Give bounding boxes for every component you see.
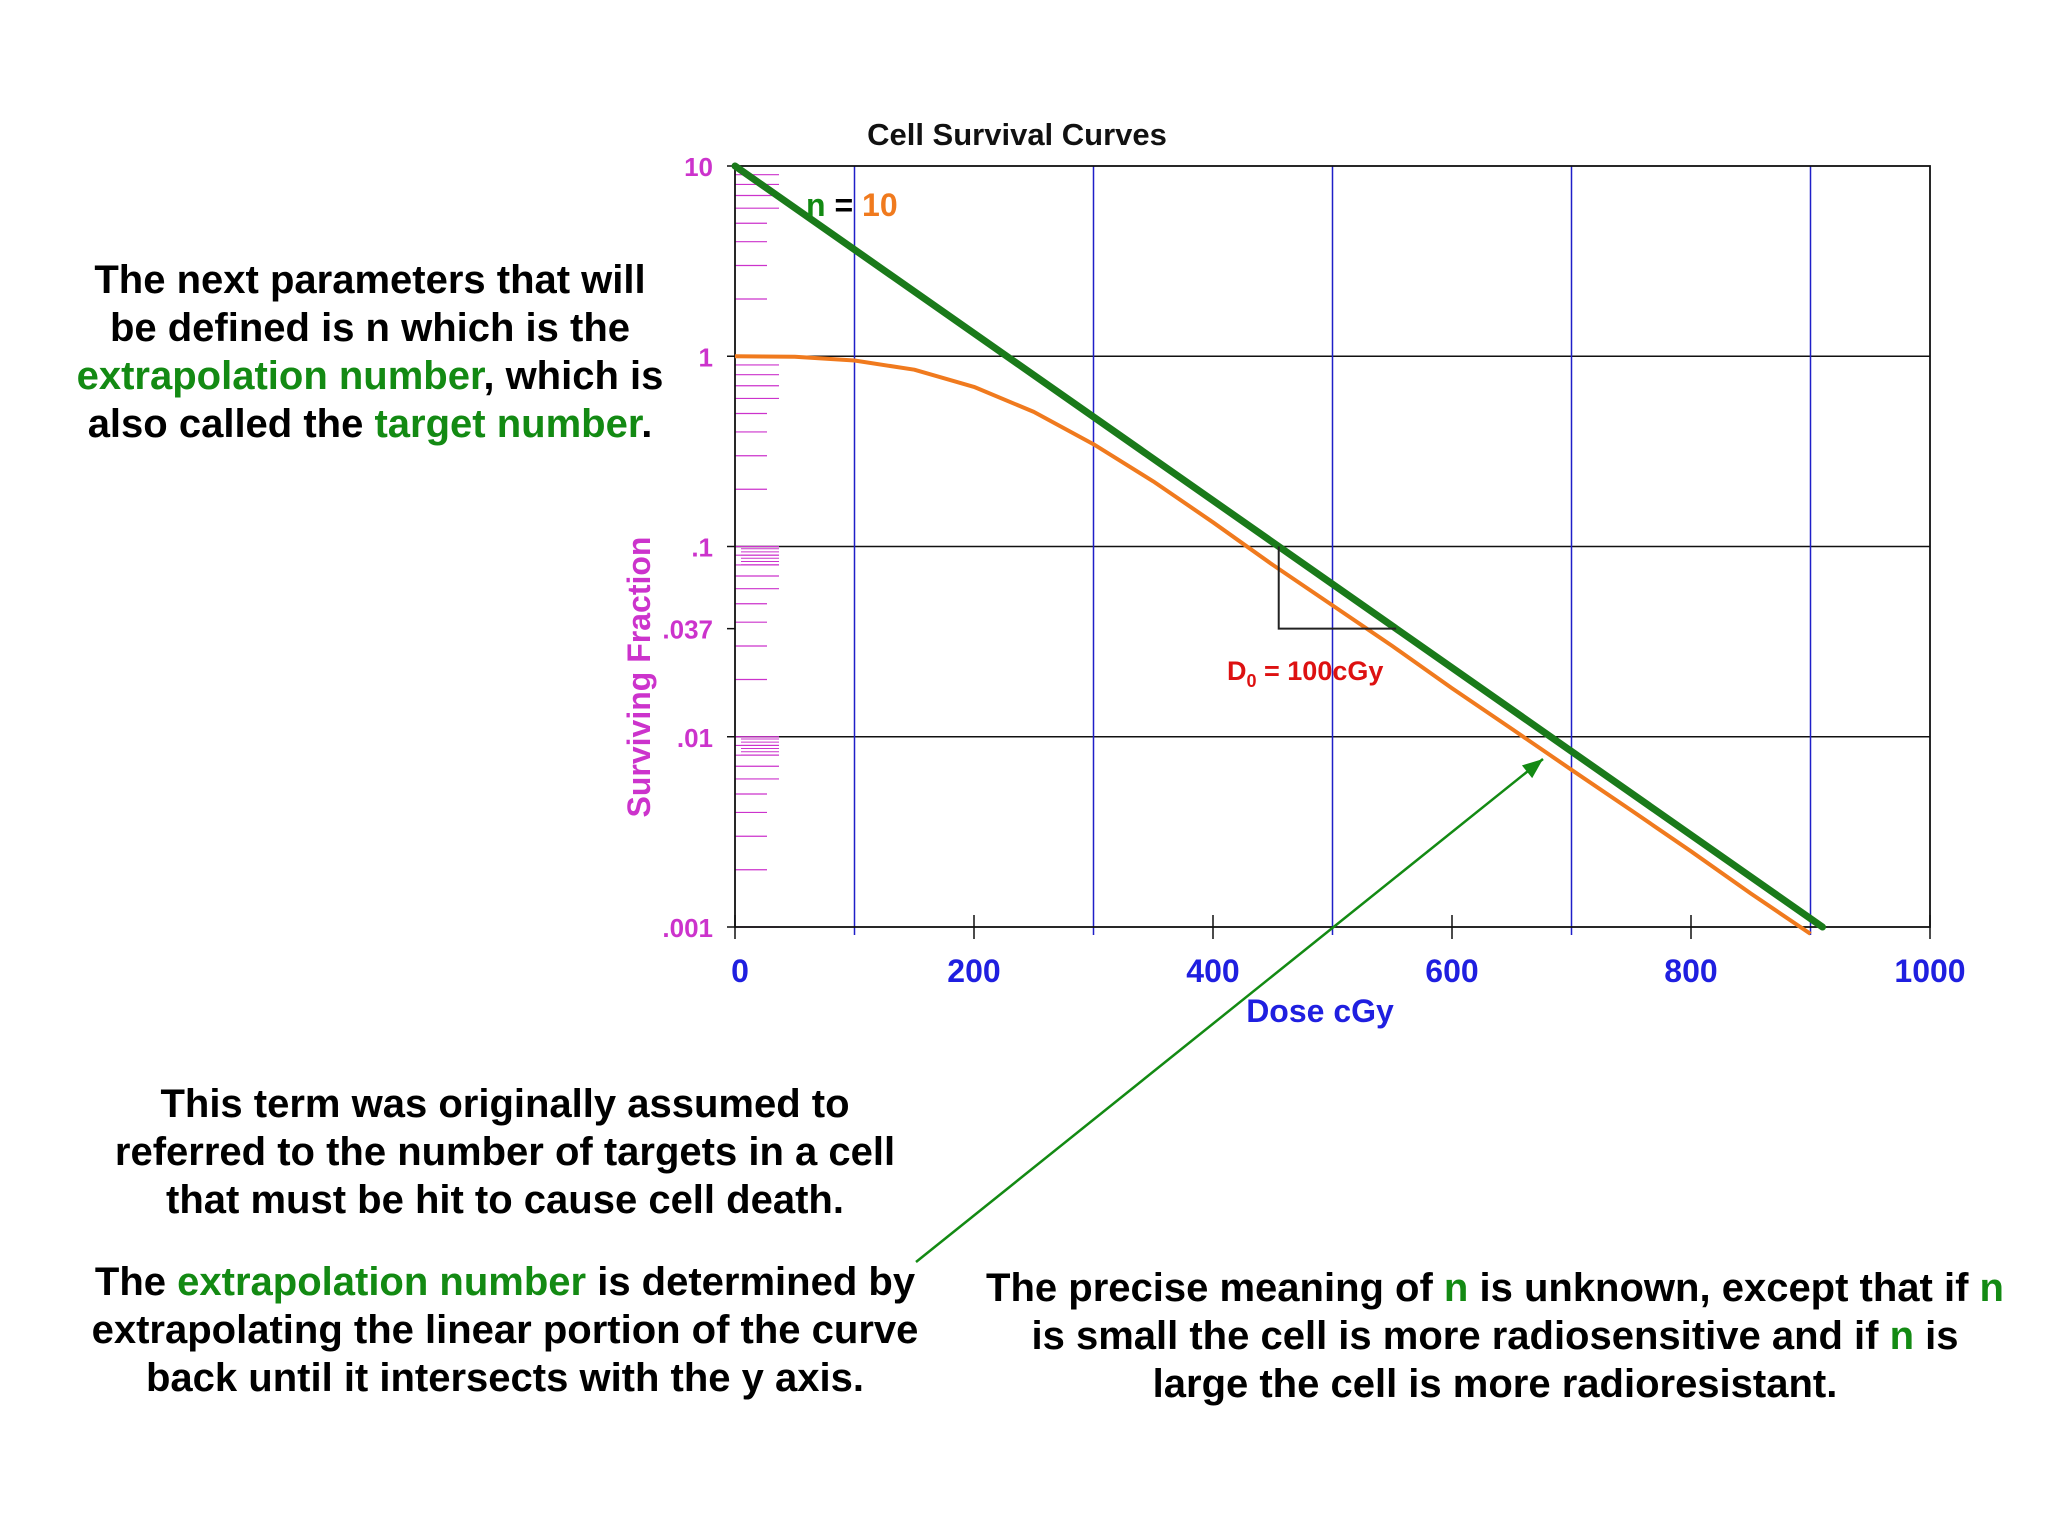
- y-tick-label: 10: [684, 152, 713, 182]
- note-text: , which is: [483, 354, 664, 398]
- d0-subscript: 0: [1247, 671, 1257, 691]
- note-text: also called the: [87, 402, 375, 446]
- note-line: The next parameters that will: [50, 256, 690, 304]
- note-extrapolation-number: The next parameters that will be defined …: [50, 256, 690, 448]
- note-text: The precise meaning of: [986, 1266, 1444, 1310]
- y-tick-label: .001: [662, 913, 713, 943]
- note-line: also called the target number.: [50, 400, 690, 448]
- highlight-term: extrapolation number: [76, 354, 484, 398]
- note-text: back until it intersects with the y axis…: [146, 1356, 864, 1400]
- highlight-term: extrapolation number: [177, 1260, 587, 1304]
- note-text: The: [94, 1260, 178, 1304]
- y-axis-label: Surviving Fraction: [621, 537, 657, 818]
- note-text: that must be hit to cause cell death.: [166, 1178, 844, 1222]
- note-text: extrapolating the linear portion of the …: [91, 1308, 919, 1352]
- chart-title: Cell Survival Curves: [867, 117, 1167, 152]
- x-axis-label: Dose cGy: [1246, 993, 1394, 1029]
- note-text: is small the cell is more radiosensitive…: [1031, 1314, 1890, 1358]
- note-extrapolation-method: The extrapolation number is determined b…: [70, 1258, 940, 1402]
- note-text: is: [1914, 1314, 1959, 1358]
- x-tick-label: 600: [1425, 953, 1478, 989]
- n-annotation-part: n: [806, 187, 826, 223]
- n-annotation-part: =: [826, 187, 862, 223]
- y-tick-label: 1: [699, 342, 713, 372]
- x-tick-label: 200: [947, 953, 1000, 989]
- d0-symbol: D: [1227, 656, 1247, 686]
- y-tick-label: .037: [662, 615, 713, 645]
- pointer-arrow-layer: [915, 758, 1544, 1263]
- note-text: .: [641, 402, 653, 446]
- note-line: extrapolating the linear portion of the …: [70, 1306, 940, 1354]
- note-line: large the cell is more radioresistant.: [960, 1360, 2030, 1408]
- note-line: be defined is n which is the: [50, 304, 690, 352]
- n-annotation-part: 10: [862, 187, 898, 223]
- d0-bracket: [1277, 546, 1397, 630]
- note-line: that must be hit to cause cell death.: [90, 1176, 920, 1224]
- plot-frame-layer: [727, 165, 1931, 939]
- note-text: is unknown, except that if: [1468, 1266, 1980, 1310]
- highlight-term: n: [1443, 1266, 1469, 1310]
- x-tick-label: 400: [1186, 953, 1239, 989]
- note-line: The extrapolation number is determined b…: [70, 1258, 940, 1306]
- n-annotation: n = 10: [806, 187, 898, 223]
- note-line: referred to the number of targets in a c…: [90, 1128, 920, 1176]
- x-tick-label: 1000: [1894, 953, 1965, 989]
- grid-layer: [735, 166, 1930, 935]
- y-tick-label: .1: [691, 533, 713, 563]
- note-line: is small the cell is more radiosensitive…: [960, 1312, 2030, 1360]
- d0-annotation: D0 = 100cGy: [1227, 656, 1383, 691]
- survival-curve: [734, 354, 1812, 936]
- note-text: is determined by: [586, 1260, 916, 1304]
- y-tick-label: .01: [677, 723, 713, 753]
- note-text: The next parameters that will: [94, 258, 646, 302]
- pointer-line: [915, 758, 1544, 1263]
- pointer-arrowhead: [1521, 759, 1543, 779]
- note-line: The precise meaning of n is unknown, exc…: [960, 1264, 2030, 1312]
- highlight-term: target number: [374, 402, 642, 446]
- x-tick-label: 800: [1664, 953, 1717, 989]
- note-text: referred to the number of targets in a c…: [114, 1130, 896, 1174]
- minor-ticks-layer: [735, 174, 779, 928]
- d0-bracket-layer: [1277, 546, 1397, 630]
- note-text: large the cell is more radioresistant.: [1152, 1362, 1838, 1406]
- note-targets-definition: This term was originally assumed to refer…: [90, 1080, 920, 1224]
- note-line: back until it intersects with the y axis…: [70, 1354, 940, 1402]
- x-tick-label: 0: [731, 953, 749, 989]
- note-meaning-of-n: The precise meaning of n is unknown, exc…: [960, 1264, 2030, 1408]
- note-line: extrapolation number, which is: [50, 352, 690, 400]
- highlight-term: n: [1979, 1266, 2004, 1310]
- note-text: be defined is n which is the: [109, 306, 631, 350]
- highlight-term: n: [1889, 1314, 1915, 1358]
- note-line: This term was originally assumed to: [90, 1080, 920, 1128]
- note-text: This term was originally assumed to: [160, 1082, 850, 1126]
- d0-value: = 100cGy: [1257, 656, 1384, 686]
